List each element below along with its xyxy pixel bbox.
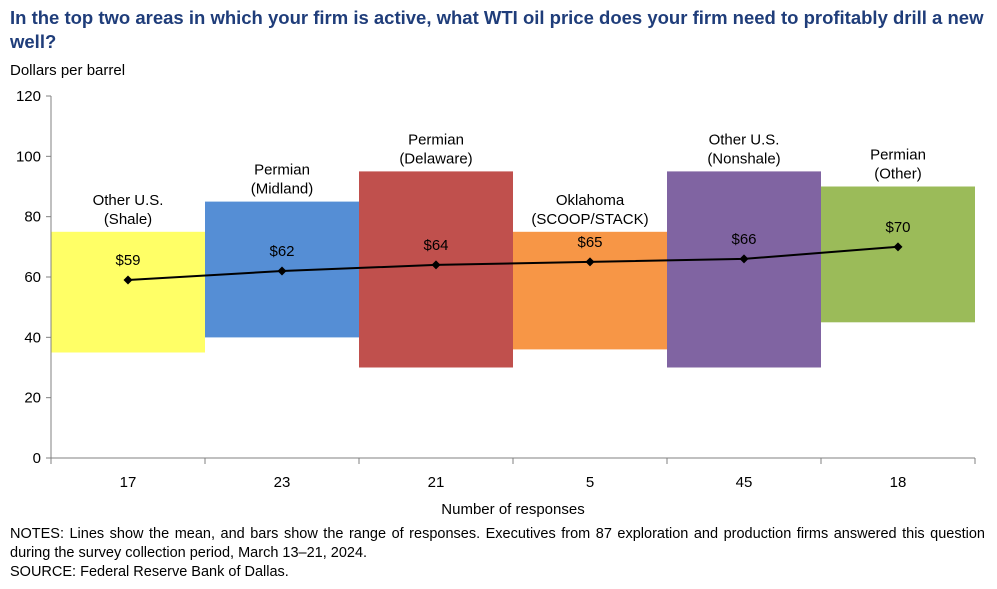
y-tick-label: 40 [24,329,41,346]
mean-value-label: $62 [269,243,294,260]
range-bar [513,231,667,350]
range-bar [821,186,975,323]
x-tick-label: 17 [120,474,137,491]
x-tick-label: 21 [428,474,445,491]
area-name-label: (Other) [874,166,922,183]
chart-title: In the top two areas in which your firm … [10,7,984,52]
area-name-label: Permian [254,162,310,179]
range-bar [359,171,513,368]
area-name-label: Other U.S. [93,192,164,209]
axes-layer: 0 20 40 60 80 100 120 17 23 21 5 45 18 Number of resp… [16,88,976,518]
x-tick-label: 23 [274,474,291,491]
y-tick-label: 120 [16,88,41,105]
area-name-label: (Nonshale) [707,150,780,167]
y-axis-unit-label: Dollars per barrel [10,62,126,79]
area-name-label: (Midland) [251,181,314,198]
x-axis-title: Number of responses [441,501,584,518]
range-bar [667,171,821,368]
mean-line [127,245,899,281]
mean-value-label: $65 [577,234,602,251]
area-name-label: Oklahoma [556,192,625,209]
mean-line-layer [123,242,903,285]
mean-marker [123,275,133,285]
range-bar [51,231,205,353]
mean-value-label: $70 [885,219,910,236]
mean-value-label: $59 [115,252,140,269]
x-tick-label: 5 [586,474,594,491]
y-tick-label: 0 [33,450,41,467]
mean-marker [431,260,441,270]
notes-section: NOTES: Lines show the mean, and bars sho… [10,525,985,582]
y-tick-label: 60 [24,269,41,286]
bars-layer [51,171,975,368]
mean-value-label: $66 [731,231,756,248]
area-name-label: (Shale) [104,211,152,228]
area-name-label: (SCOOP/STACK) [531,211,648,228]
x-tick-label: 45 [736,474,753,491]
chart: 0 20 40 60 80 100 120 17 23 21 5 45 18 Number of resp… [16,88,976,518]
mean-marker [893,242,903,252]
y-tick-label: 20 [24,390,41,407]
mean-marker [277,266,287,276]
y-tick-label: 100 [16,148,41,165]
area-name-label: (Delaware) [399,150,472,167]
y-tick-label: 80 [24,209,41,226]
mean-marker [585,257,595,267]
x-tick-label: 18 [890,474,907,491]
area-name-label: Permian [408,131,464,148]
mean-value-label: $64 [423,237,448,254]
source-text: SOURCE: Federal Reserve Bank of Dallas. [10,564,289,580]
labels-layer: $59 Other U.S. (Shale) $62 Permian (Midland) $… [93,131,926,269]
mean-marker [739,254,749,264]
area-name-label: Permian [870,147,926,164]
notes-text: NOTES: Lines show the mean, and bars sho… [10,526,985,561]
area-name-label: Other U.S. [709,131,780,148]
